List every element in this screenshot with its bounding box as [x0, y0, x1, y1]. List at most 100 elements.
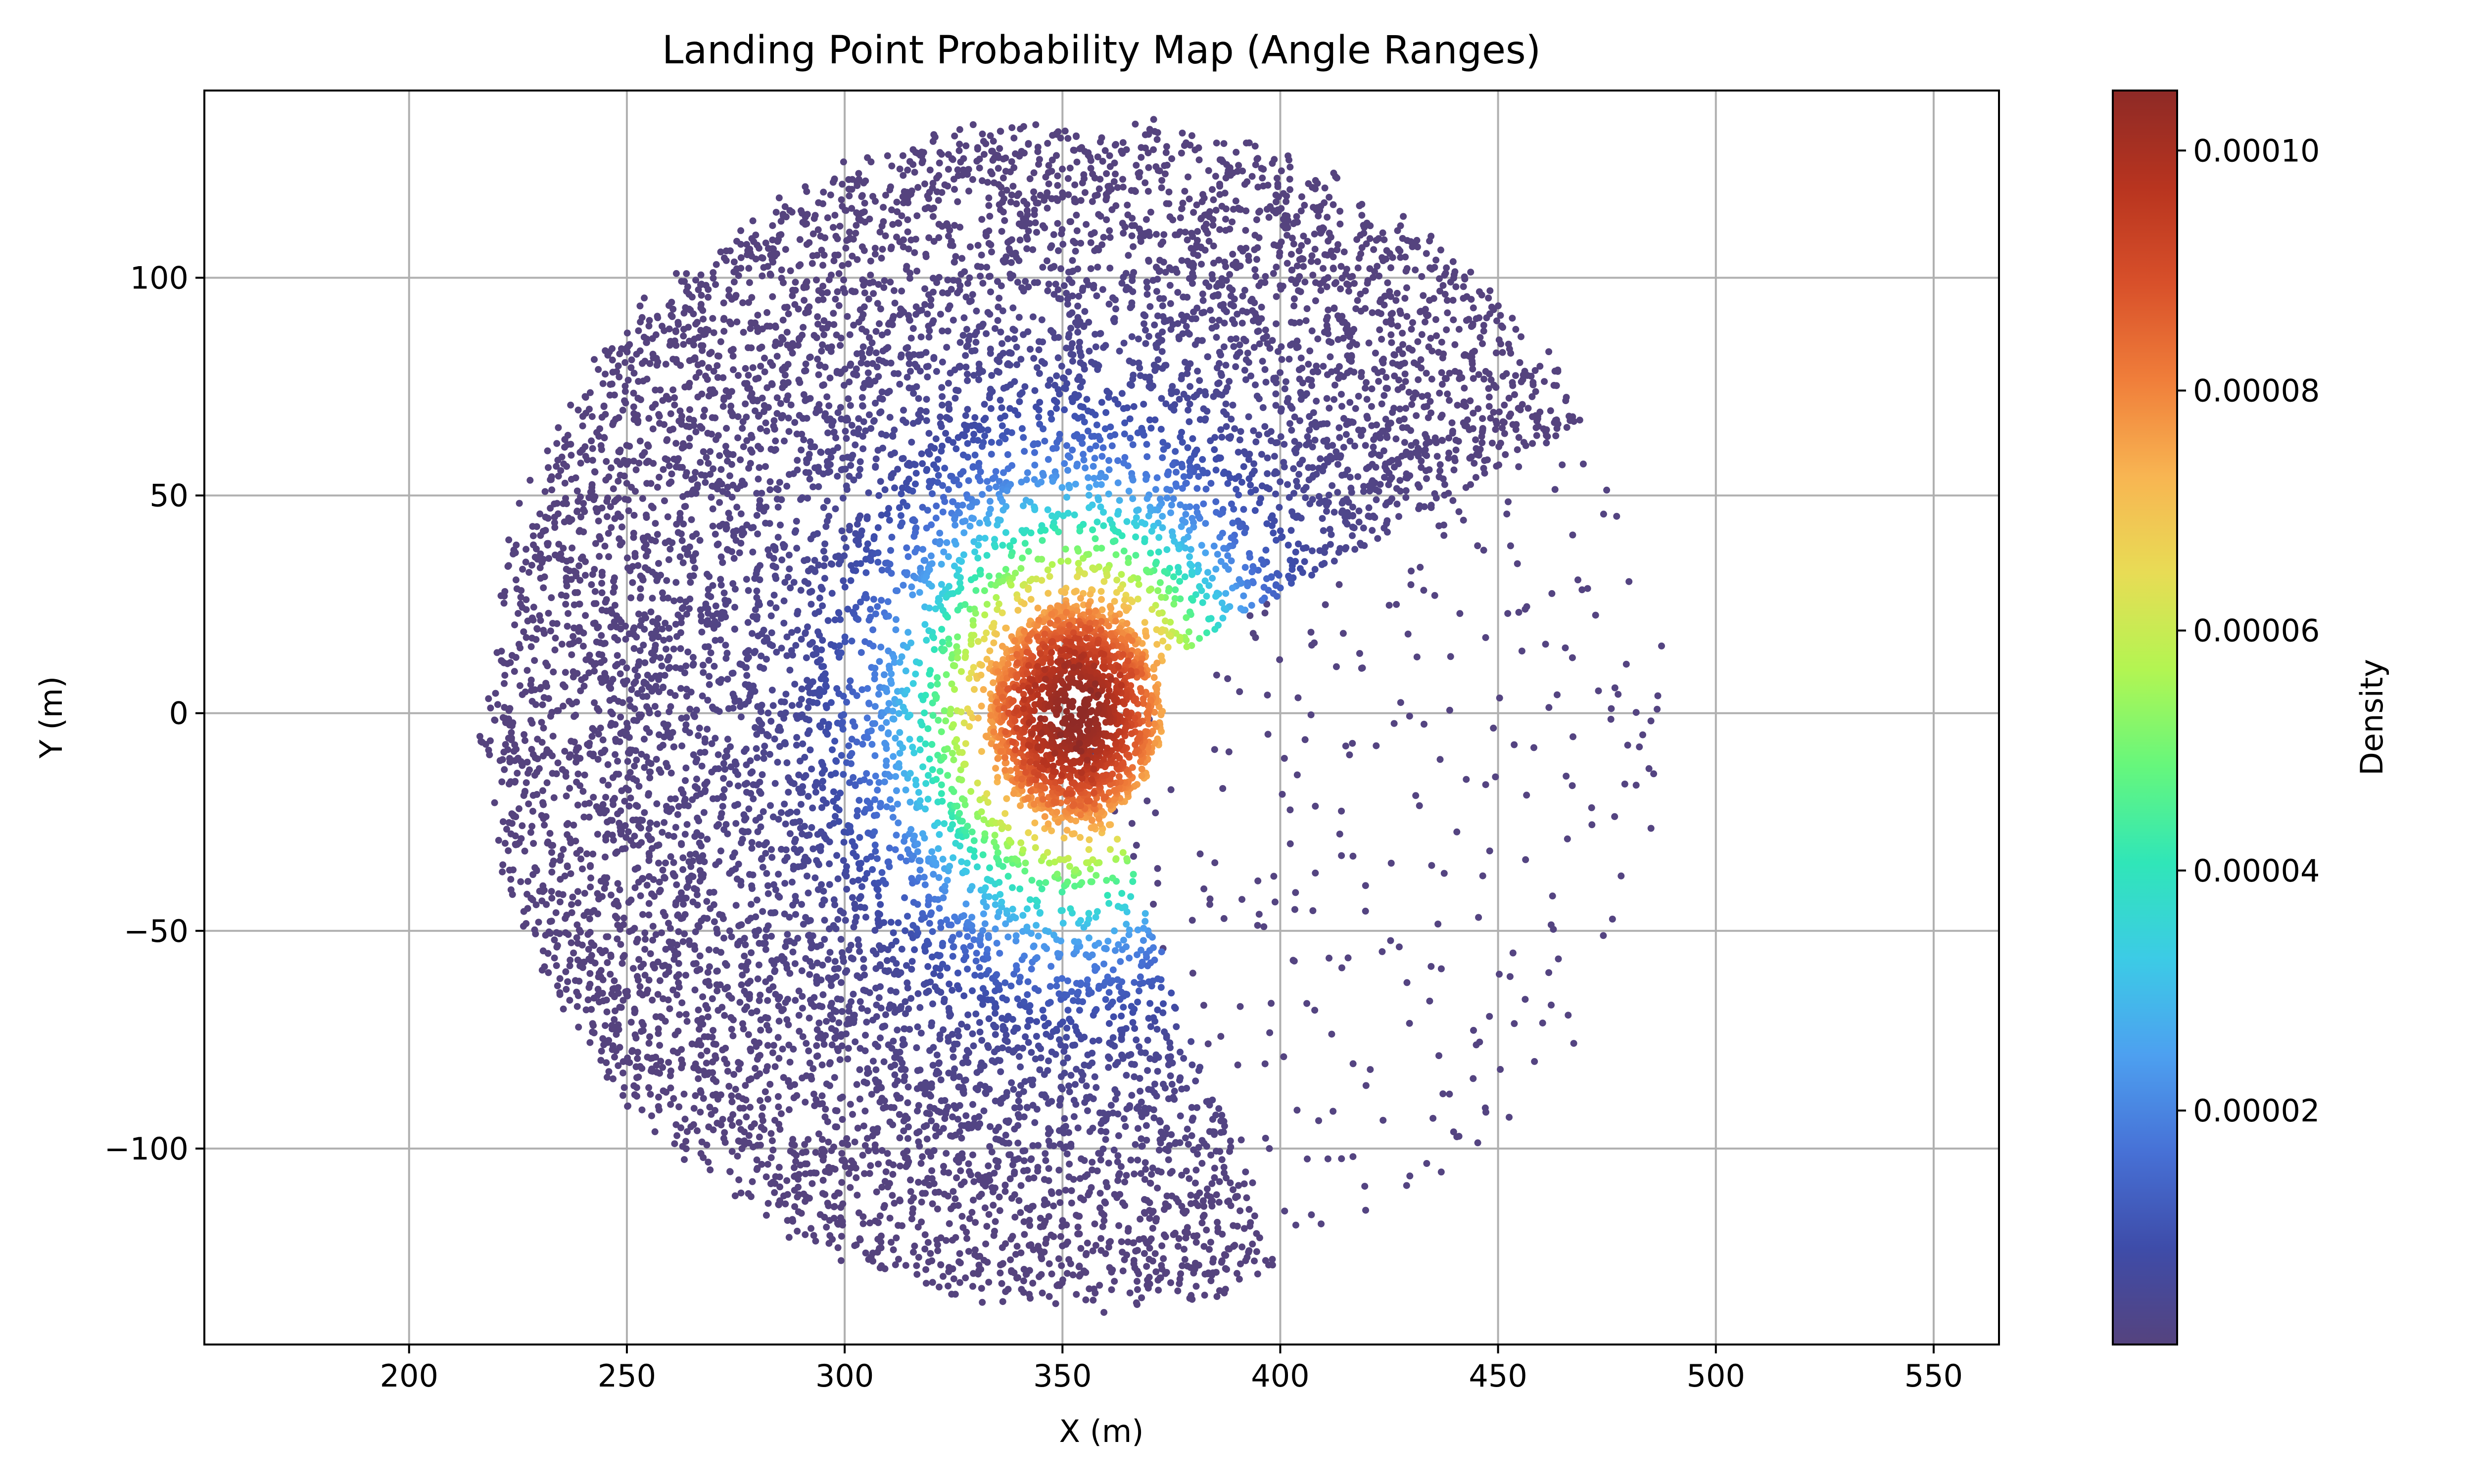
scatter-point	[1235, 162, 1242, 169]
scatter-point	[1548, 1001, 1555, 1009]
scatter-point	[608, 524, 615, 531]
scatter-point	[845, 260, 852, 268]
scatter-point	[1296, 256, 1303, 263]
scatter-point	[721, 1056, 728, 1063]
scatter-point	[1138, 154, 1145, 161]
scatter-point	[1011, 1168, 1018, 1176]
scatter-point	[1046, 1260, 1053, 1267]
scatter-point	[928, 1175, 936, 1182]
scatter-point	[1423, 475, 1430, 482]
scatter-point	[1065, 191, 1072, 198]
scatter-point	[622, 399, 629, 407]
scatter-point	[921, 285, 929, 292]
scatter-point	[550, 668, 557, 676]
scatter-point	[1142, 1165, 1149, 1173]
scatter-point	[1518, 333, 1524, 340]
scatter-point	[861, 289, 868, 297]
scatter-point	[1492, 773, 1499, 781]
scatter-point	[1089, 1159, 1096, 1166]
scatter-point	[996, 1207, 1003, 1214]
scatter-point	[623, 988, 631, 995]
scatter-point	[886, 1214, 894, 1222]
scatter-point	[649, 923, 657, 930]
scatter-point	[486, 751, 493, 758]
scatter-point	[1486, 287, 1494, 294]
scatter-point	[690, 422, 698, 429]
scatter-point	[602, 947, 609, 954]
scatter-point	[1188, 1132, 1195, 1139]
scatter-point	[1413, 412, 1420, 419]
scatter-point	[764, 1200, 772, 1207]
scatter-point	[678, 999, 686, 1007]
scatter-point	[1058, 1262, 1065, 1269]
scatter-point	[954, 1202, 962, 1209]
scatter-point	[512, 549, 519, 556]
scatter-point	[743, 1113, 750, 1120]
scatter-point	[588, 413, 596, 420]
scatter-point	[560, 846, 567, 853]
scatter-point	[599, 1035, 607, 1042]
scatter-point	[1428, 862, 1435, 869]
scatter-point	[1428, 347, 1436, 355]
scatter-point	[1222, 1265, 1229, 1272]
scatter-point	[763, 1063, 771, 1070]
scatter-point	[1330, 1108, 1337, 1115]
scatter-point	[1242, 1168, 1249, 1176]
scatter-point	[838, 196, 845, 203]
scatter-point	[1424, 312, 1431, 320]
scatter-point	[1081, 189, 1089, 196]
scatter-point	[1356, 255, 1363, 262]
scatter-point	[545, 609, 552, 617]
scatter-point	[645, 976, 653, 984]
scatter-point	[758, 1160, 765, 1168]
scatter-point	[638, 711, 645, 719]
scatter-point	[757, 991, 764, 999]
scatter-point	[651, 703, 659, 710]
scatter-point	[585, 813, 593, 821]
scatter-point	[648, 1066, 656, 1072]
scatter-point	[1472, 474, 1479, 481]
scatter-point	[847, 1101, 854, 1108]
scatter-point	[1056, 1199, 1064, 1206]
scatter-point	[1087, 265, 1094, 273]
scatter-point	[853, 222, 860, 229]
scatter-point	[599, 976, 607, 983]
scatter-point	[1088, 231, 1095, 238]
scatter-point	[1515, 608, 1522, 616]
scatter-point	[517, 594, 524, 601]
scatter-point	[1436, 275, 1443, 282]
scatter-point	[524, 878, 531, 885]
scatter-point	[630, 645, 638, 652]
scatter-point	[512, 832, 519, 839]
scatter-point	[949, 156, 956, 163]
scatter-point	[1321, 251, 1329, 258]
scatter-point	[1292, 1221, 1299, 1229]
scatter-point	[1268, 1000, 1275, 1007]
scatter-point	[1033, 229, 1040, 236]
scatter-point	[1200, 1211, 1208, 1219]
scatter-point	[502, 741, 509, 748]
scatter-point	[1255, 234, 1263, 241]
scatter-point	[560, 702, 567, 710]
scatter-point	[713, 261, 720, 268]
scatter-point	[877, 305, 884, 313]
scatter-point	[620, 1084, 628, 1091]
scatter-point	[712, 1052, 719, 1060]
scatter-point	[1524, 405, 1532, 412]
scatter-point	[757, 445, 764, 453]
scatter-point	[1149, 277, 1157, 284]
scatter-point	[1479, 872, 1486, 880]
scatter-point	[728, 995, 735, 1002]
scatter-point	[1488, 439, 1496, 447]
scatter-point	[887, 1239, 895, 1246]
scatter-point	[749, 1178, 756, 1185]
scatter-point	[1443, 264, 1450, 272]
scatter-point	[573, 1003, 581, 1010]
scatter-point	[699, 852, 707, 859]
scatter-point	[1030, 188, 1038, 195]
scatter-point	[896, 1196, 904, 1204]
scatter-point	[1141, 1176, 1148, 1183]
scatter-point	[1132, 120, 1139, 128]
scatter-point	[718, 912, 726, 919]
scatter-point	[1505, 394, 1513, 402]
